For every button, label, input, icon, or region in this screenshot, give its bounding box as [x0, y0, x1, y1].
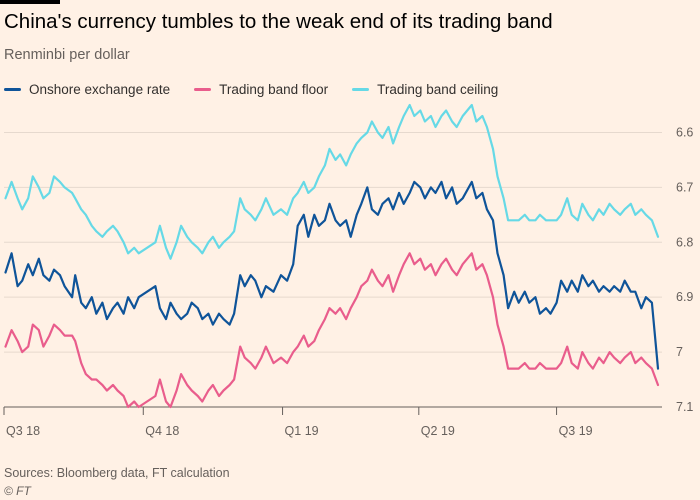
series-lines — [4, 103, 660, 409]
x-axis: Q3 18 Q4 18 Q1 19 Q2 19 Q3 19 — [3, 406, 662, 438]
y-tick-label: 6.7 — [676, 180, 693, 194]
brand-top-bar — [0, 0, 60, 4]
legend-item-floor: Trading band floor — [194, 82, 328, 97]
legend-label-floor: Trading band floor — [219, 81, 329, 97]
x-tick-label: Q2 19 — [421, 424, 455, 438]
series-line-ceiling — [4, 103, 660, 260]
ft-credit: © FT — [4, 484, 31, 498]
legend-item-onshore: Onshore exchange rate — [4, 82, 170, 97]
legend-swatch-onshore — [4, 87, 21, 91]
gridlines — [4, 131, 662, 353]
source-note: Sources: Bloomberg data, FT calculation — [4, 466, 230, 480]
y-tick-label: 6.6 — [676, 125, 693, 139]
series-line-onshore — [4, 180, 660, 370]
y-tick-label: 7 — [676, 345, 683, 359]
legend-swatch-ceiling — [352, 87, 370, 91]
legend-item-ceiling: Trading band ceiling — [352, 82, 498, 97]
y-tick-label: 6.8 — [676, 235, 693, 249]
legend-swatch-floor — [194, 87, 212, 91]
legend-label-ceiling: Trading band ceiling — [377, 81, 499, 97]
x-tick-label: Q3 18 — [6, 424, 40, 438]
legend: Onshore exchange rate Trading band floor… — [4, 80, 522, 98]
y-tick-label: 6.9 — [676, 290, 693, 304]
x-tick-label: Q4 18 — [145, 424, 179, 438]
x-tick-label: Q3 19 — [559, 424, 593, 438]
y-tick-label: 7.1 — [676, 400, 693, 414]
chart-title: China's currency tumbles to the weak end… — [4, 10, 553, 33]
series-line-floor — [4, 252, 660, 409]
legend-label-onshore: Onshore exchange rate — [29, 81, 171, 97]
x-tick-label: Q1 19 — [285, 424, 319, 438]
chart-subtitle: Renminbi per dollar — [4, 47, 130, 63]
y-axis-labels: 6.6 6.7 6.8 6.9 7 7.1 — [676, 125, 693, 414]
